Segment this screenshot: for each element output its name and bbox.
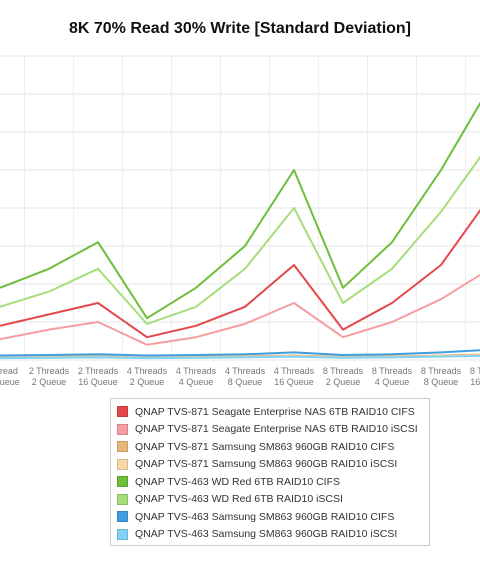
legend-item[interactable]: QNAP TVS-871 Seagate Enterprise NAS 6TB … [117, 403, 429, 421]
legend-swatch [117, 423, 128, 435]
legend-swatch [117, 441, 128, 453]
chart-title: 8K 70% Read 30% Write [Standard Deviatio… [68, 20, 412, 37]
legend-item[interactable]: QNAP TVS-463 WD Red 6TB RAID10 CIFS [117, 473, 429, 491]
legend-label: QNAP TVS-463 Samsung SM863 960GB RAID10 … [135, 510, 395, 523]
x-tick-label: 2 Threads 16 Queue [78, 366, 119, 387]
legend-label: QNAP TVS-463 WD Red 6TB RAID10 CIFS [135, 475, 341, 488]
legend-label: QNAP TVS-463 WD Red 6TB RAID10 iSCSI [135, 493, 343, 506]
legend-item[interactable]: QNAP TVS-463 Samsung SM863 960GB RAID10 … [117, 508, 429, 526]
legend-item[interactable]: QNAP TVS-871 Samsung SM863 960GB RAID10 … [117, 456, 429, 474]
legend-swatch [117, 458, 128, 470]
x-tick-label: 1 Thread16 Queue [0, 366, 20, 387]
series-line-1 [0, 208, 480, 339]
legend-label: QNAP TVS-871 Seagate Enterprise NAS 6TB … [135, 423, 418, 436]
legend-swatch [117, 493, 128, 505]
legend-item[interactable]: QNAP TVS-871 Seagate Enterprise NAS 6TB … [117, 421, 429, 439]
legend-label: QNAP TVS-871 Samsung SM863 960GB RAID10 … [135, 458, 398, 471]
x-tick-label: 8 Threads 2 Queue [323, 366, 364, 387]
series-line-8 [0, 354, 480, 360]
legend-item[interactable]: QNAP TVS-871 Samsung SM863 960GB RAID10 … [117, 438, 429, 456]
legend-swatch [117, 406, 128, 418]
series-line-6 [0, 155, 480, 325]
x-tick-label: 4 Threads 4 Queue [176, 366, 217, 387]
series-line-7 [0, 349, 480, 357]
series-line-2 [0, 273, 480, 346]
legend-swatch [117, 476, 128, 488]
legend-label: QNAP TVS-871 Samsung SM863 960GB RAID10 … [135, 440, 395, 453]
chart-legend: QNAP TVS-871 Seagate Enterprise NAS 6TB … [110, 398, 430, 546]
legend-swatch [117, 528, 128, 540]
x-tick-label: 8 Threads 8 Queue [421, 366, 462, 387]
series-line-5 [0, 101, 480, 320]
x-tick-label: 4 Threads 8 Queue [225, 366, 266, 387]
x-tick-label: 4 Threads 16 Queue [274, 366, 315, 387]
legend-item[interactable]: QNAP TVS-463 WD Red 6TB RAID10 iSCSI [117, 491, 429, 509]
legend-item[interactable]: QNAP TVS-463 Samsung SM863 960GB RAID10 … [117, 526, 429, 544]
x-tick-label: 4 Threads 2 Queue [127, 366, 168, 387]
x-tick-label: 8 Threads 4 Queue [372, 366, 413, 387]
legend-label: QNAP TVS-871 Seagate Enterprise NAS 6TB … [135, 405, 415, 418]
x-tick-label: 2 Threads 2 Queue [29, 366, 70, 387]
legend-label: QNAP TVS-463 Samsung SM863 960GB RAID10 … [135, 528, 398, 541]
legend-swatch [117, 511, 128, 523]
